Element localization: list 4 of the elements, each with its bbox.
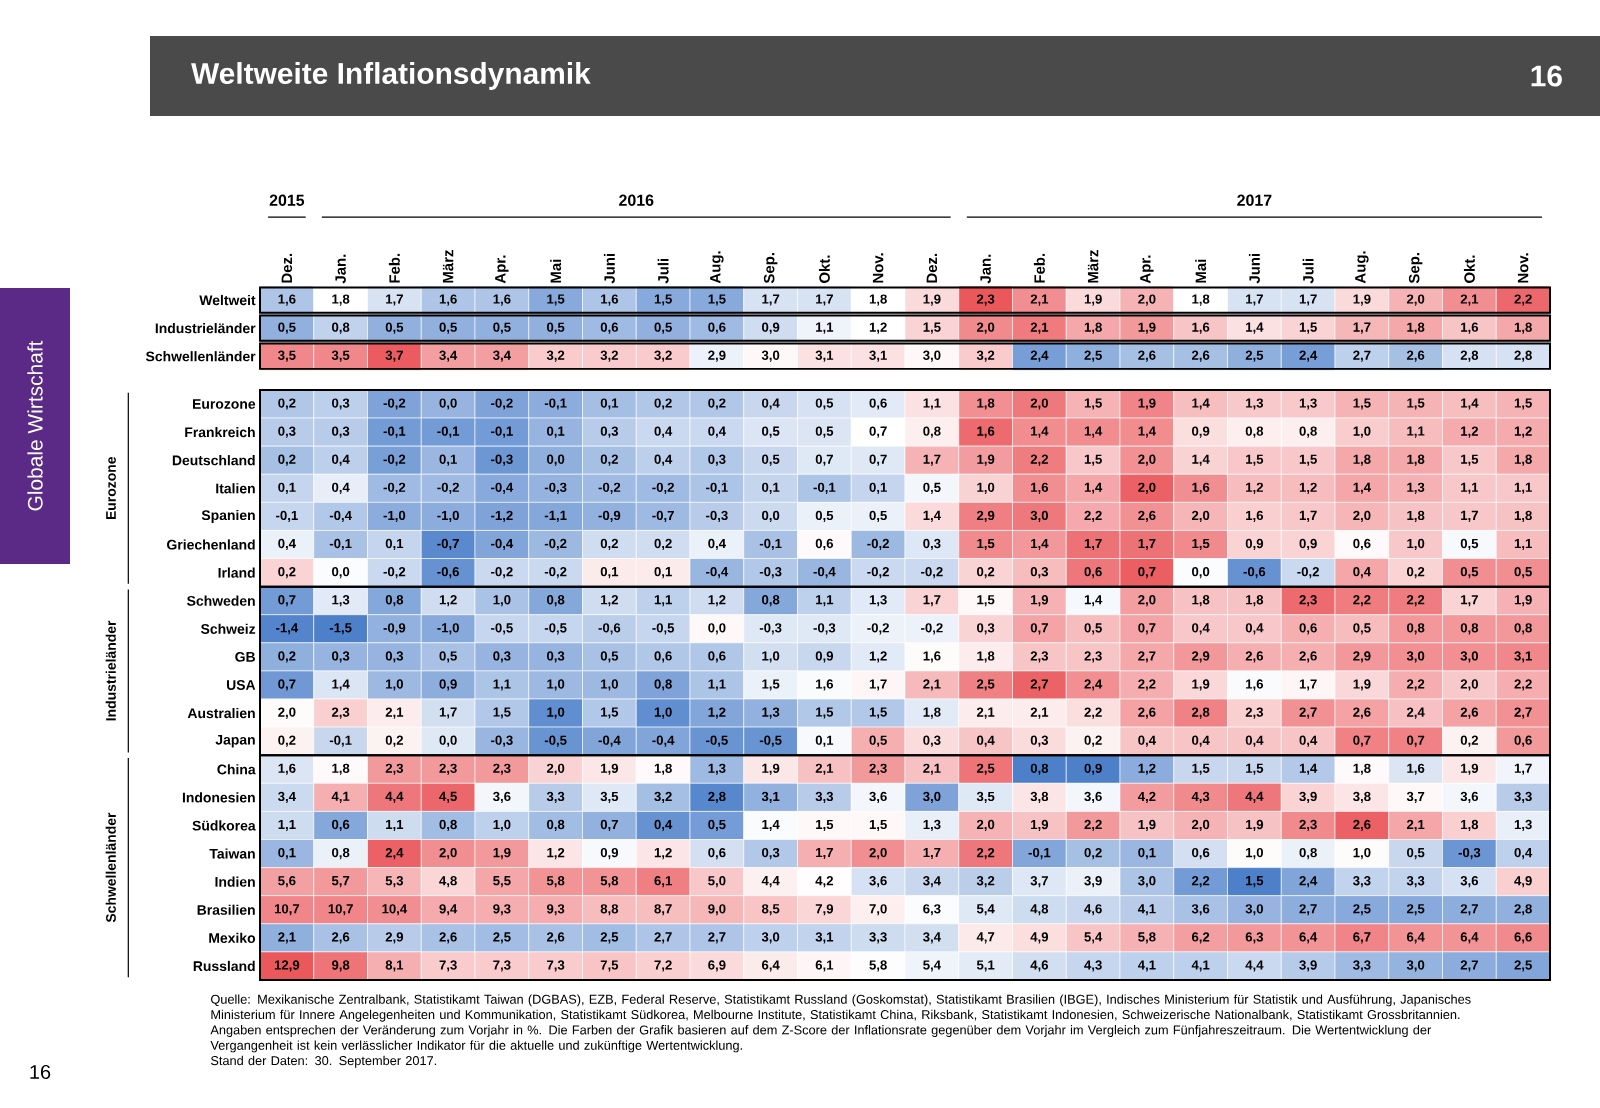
chart-title: Weltweite Inflationsdynamik	[191, 62, 591, 90]
text: 16	[1531, 65, 1562, 87]
text: Globale Wirtschaft	[27, 340, 43, 511]
text: 16	[30, 1064, 51, 1080]
